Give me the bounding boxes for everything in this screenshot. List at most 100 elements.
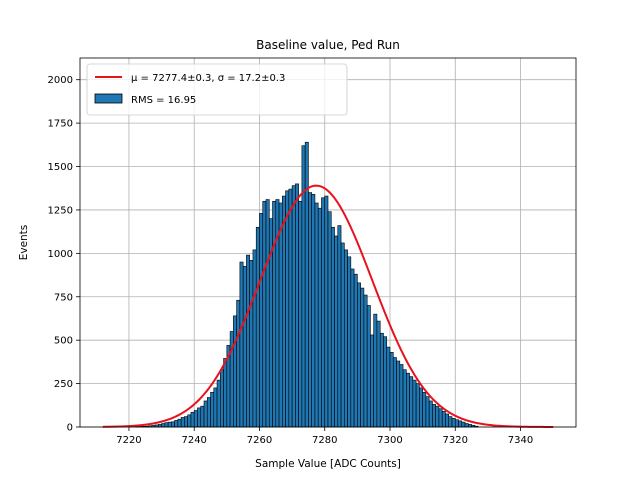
histogram-bar: [220, 369, 224, 428]
histogram-bar: [409, 376, 414, 428]
histogram-bar: [180, 417, 185, 428]
histogram-bar: [321, 197, 326, 428]
gaussian-fit-line: [102, 184, 554, 428]
histogram-bar: [308, 192, 312, 428]
histogram-bar: [383, 336, 388, 428]
histogram-bar: [445, 413, 450, 428]
histogram-bar: [291, 185, 296, 428]
histogram-bar: [406, 372, 410, 428]
histogram-bar: [396, 360, 401, 428]
histogram-bar: [278, 202, 283, 428]
x-tick-label: 7260: [247, 435, 272, 446]
chart-title: Baseline value, Ped Run: [256, 38, 400, 52]
legend-rms-label: RMS = 16.95: [131, 95, 196, 106]
legend-box: [86, 63, 348, 116]
histogram-bar: [464, 423, 469, 428]
histogram-bar: [399, 364, 404, 428]
histogram-bar: [337, 225, 342, 428]
plot-frame: [79, 57, 577, 428]
histogram-bar: [171, 421, 175, 428]
histogram-bar: [370, 334, 374, 428]
histogram-bar: [458, 420, 463, 428]
histogram-bar: [357, 282, 361, 428]
histogram-bar: [246, 254, 250, 428]
histogram-bar: [448, 416, 453, 428]
histogram-bar: [236, 299, 241, 428]
histogram-bar: [363, 294, 368, 428]
y-tick-label: 1500: [48, 162, 73, 173]
histogram-bar: [239, 261, 244, 428]
x-axis-label: Sample Value [ADC Counts]: [255, 458, 401, 470]
legend-fit-label: μ = 7277.4±0.3, σ = 17.2±0.3: [131, 73, 285, 84]
histogram-bar: [415, 383, 420, 428]
y-tick-label: 2000: [48, 75, 73, 86]
x-tick-label: 7240: [181, 435, 206, 446]
histogram-bar: [206, 397, 211, 428]
histogram-bar: [379, 332, 384, 428]
y-tick-label: 1250: [48, 205, 73, 216]
y-tick-label: 1750: [48, 119, 73, 130]
histogram-bar: [435, 405, 440, 428]
histogram-bar: [167, 421, 172, 428]
histogram-bar: [366, 305, 371, 428]
histogram-bar: [223, 358, 228, 428]
histogram-bar: [295, 183, 299, 428]
legend-bar-swatch: [94, 93, 123, 104]
histogram-bar: [317, 207, 322, 428]
y-tick-label: 500: [54, 336, 73, 347]
histogram-bar: [334, 235, 339, 428]
histogram-bar: [282, 195, 286, 428]
histogram-bar: [412, 379, 417, 428]
histogram-bar: [190, 411, 195, 428]
histogram-bar: [402, 369, 407, 428]
histogram-bar: [197, 407, 202, 428]
histogram-bar: [344, 249, 348, 428]
histogram-bar: [193, 410, 198, 428]
histogram-bar: [330, 227, 335, 428]
x-tick-label: 7220: [116, 435, 141, 446]
histogram-bar: [233, 315, 237, 428]
histogram-bar: [311, 194, 316, 428]
histogram-bar: [451, 418, 456, 428]
histogram-bar: [265, 199, 270, 428]
x-tick-label: 7280: [312, 435, 337, 446]
histogram-bar: [461, 421, 466, 428]
histogram-bar: [210, 391, 215, 428]
histogram-bar: [203, 400, 208, 428]
histogram-bar: [184, 416, 188, 428]
histogram-bar: [259, 213, 264, 428]
y-axis-label: Events: [18, 225, 30, 261]
histogram-bar: [438, 408, 443, 428]
histogram-bar: [252, 249, 257, 428]
histogram-bar: [249, 259, 254, 428]
x-axis-ticks: 7220 7240 7260 7280 7300 7320 7340: [116, 427, 533, 446]
histogram-bar: [174, 420, 179, 428]
histogram-bar: [285, 190, 290, 428]
histogram-bar: [187, 414, 192, 428]
histogram-bar: [454, 419, 459, 428]
histogram-bar: [314, 202, 319, 428]
histogram-bar: [177, 418, 182, 428]
histogram-bar: [242, 266, 247, 428]
histogram-bar: [161, 423, 166, 428]
x-tick-label: 7340: [508, 435, 533, 446]
histogram-bar: [255, 227, 260, 428]
legend: μ = 7277.4±0.3, σ = 17.2±0.3 RMS = 16.95: [86, 63, 348, 116]
histogram-bar: [353, 273, 358, 428]
histogram-bar: [376, 320, 381, 428]
x-tick-label: 7320: [443, 435, 468, 446]
histogram-bar: [389, 352, 394, 428]
y-axis-ticks: 0 250 500 750 1000 1250 1500 1750 2000: [48, 75, 80, 434]
histogram-bar: [324, 195, 329, 428]
y-tick-label: 750: [54, 292, 73, 303]
histogram-bar: [272, 200, 277, 428]
histogram-bar: [298, 200, 303, 428]
y-tick-label: 250: [54, 379, 73, 390]
histogram-bar: [262, 200, 267, 428]
histogram-bar: [432, 404, 436, 428]
x-tick-label: 7300: [377, 435, 402, 446]
histogram-bar: [200, 405, 205, 428]
histogram-bar: [386, 346, 391, 428]
histogram-bar: [304, 141, 309, 428]
